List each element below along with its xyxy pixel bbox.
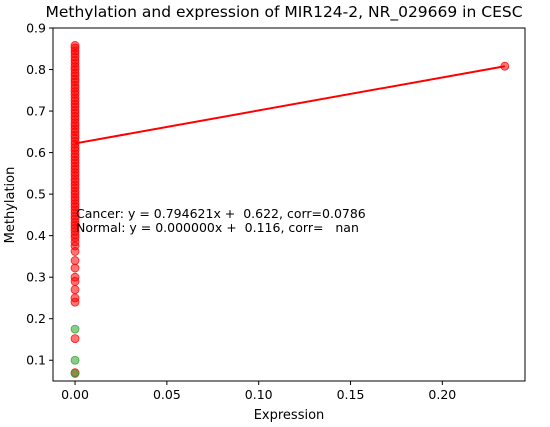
x-tick-label: 0.05: [153, 387, 181, 402]
y-tick-label: 0.5: [26, 187, 46, 202]
normal-regression-annotation: Normal: y = 0.000000x + 0.116, corr= nan: [76, 220, 359, 235]
y-axis-label: Methylation: [3, 167, 18, 244]
data-point: [70, 334, 80, 344]
y-tick-label: 0.4: [26, 228, 46, 243]
data-point: [70, 276, 80, 286]
y-tick-label: 0.7: [26, 104, 46, 119]
data-point: [70, 297, 80, 307]
data-point: [70, 285, 80, 295]
y-tick-label: 0.1: [26, 353, 46, 368]
plot-area: [52, 27, 526, 382]
plot-frame: [52, 27, 526, 382]
y-tick-label: 0.9: [26, 21, 46, 36]
x-tick-label: 0.15: [337, 387, 365, 402]
x-tick-label: 0.00: [61, 387, 89, 402]
y-tick-label: 0.8: [26, 62, 46, 77]
data-point: [70, 324, 80, 334]
x-tick-label: 0.20: [428, 387, 456, 402]
x-tick-label: 0.10: [245, 387, 273, 402]
x-axis-label: Expression: [254, 408, 325, 423]
data-point: [70, 355, 80, 365]
x-axis-ticks: 0.00 0.05 0.10 0.15 0.20: [61, 381, 456, 402]
data-point: [70, 256, 80, 265]
data-points: [70, 41, 510, 378]
y-tick-label: 0.6: [26, 145, 46, 160]
data-point: [70, 263, 80, 273]
cancer-regression-annotation: Cancer: y = 0.794621x + 0.622, corr=0.07…: [76, 206, 366, 221]
data-point: [70, 369, 80, 378]
data-point: [70, 247, 80, 256]
chart-title: Methylation and expression of MIR124-2, …: [45, 3, 522, 22]
y-axis-ticks: 0.1 0.2 0.3 0.4 0.5 0.6 0.7 0.8 0.9: [26, 21, 53, 368]
y-tick-label: 0.3: [26, 270, 46, 285]
y-tick-label: 0.2: [26, 311, 46, 326]
regression-line: [74, 65, 505, 145]
